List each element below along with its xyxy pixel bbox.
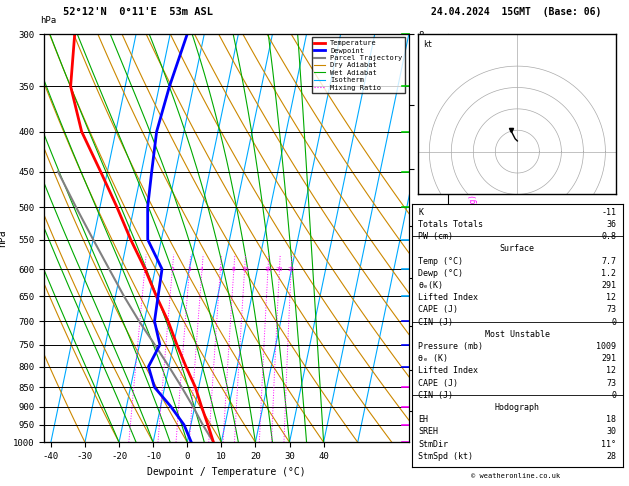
Text: CAPE (J): CAPE (J) [418, 379, 459, 388]
Text: 291: 291 [601, 281, 616, 290]
Text: 11°: 11° [601, 440, 616, 449]
Text: 4: 4 [200, 266, 204, 272]
Text: 2: 2 [170, 266, 174, 272]
Text: 0: 0 [611, 318, 616, 327]
Text: StmDir: StmDir [418, 440, 448, 449]
Text: 12: 12 [606, 366, 616, 376]
Text: CIN (J): CIN (J) [418, 391, 454, 400]
Text: Most Unstable: Most Unstable [485, 330, 550, 339]
Text: 73: 73 [606, 379, 616, 388]
Text: CAPE (J): CAPE (J) [418, 305, 459, 314]
Text: 291: 291 [601, 354, 616, 363]
Legend: Temperature, Dewpoint, Parcel Trajectory, Dry Adiabat, Wet Adiabat, Isotherm, Mi: Temperature, Dewpoint, Parcel Trajectory… [311, 37, 405, 93]
Text: Lifted Index: Lifted Index [418, 293, 478, 302]
Text: K: K [418, 208, 423, 217]
Text: θₑ (K): θₑ (K) [418, 354, 448, 363]
Text: 16: 16 [264, 266, 272, 272]
Text: hPa: hPa [41, 16, 57, 25]
Text: LCL: LCL [416, 407, 430, 416]
Text: Hodograph: Hodograph [495, 403, 540, 412]
Text: 0.8: 0.8 [601, 232, 616, 241]
X-axis label: Dewpoint / Temperature (°C): Dewpoint / Temperature (°C) [147, 467, 306, 477]
Text: kt: kt [423, 40, 432, 49]
Text: Pressure (mb): Pressure (mb) [418, 342, 483, 351]
Text: CIN (J): CIN (J) [418, 318, 454, 327]
Y-axis label: Mixing Ratio (g/kg): Mixing Ratio (g/kg) [469, 194, 477, 282]
Text: -11: -11 [601, 208, 616, 217]
Text: 24.04.2024  15GMT  (Base: 06): 24.04.2024 15GMT (Base: 06) [431, 7, 601, 17]
Y-axis label: hPa: hPa [0, 229, 8, 247]
Text: 36: 36 [606, 220, 616, 229]
Text: Totals Totals: Totals Totals [418, 220, 483, 229]
Text: Temp (°C): Temp (°C) [418, 257, 464, 266]
Text: 12: 12 [606, 293, 616, 302]
Text: 52°12'N  0°11'E  53m ASL: 52°12'N 0°11'E 53m ASL [64, 7, 213, 17]
Text: EH: EH [418, 416, 428, 424]
Text: 10: 10 [241, 266, 248, 272]
Text: 6: 6 [218, 266, 222, 272]
Text: Dewp (°C): Dewp (°C) [418, 269, 464, 278]
Text: 3: 3 [187, 266, 191, 272]
Text: 30: 30 [606, 428, 616, 436]
Text: 7.7: 7.7 [601, 257, 616, 266]
Text: 1.2: 1.2 [601, 269, 616, 278]
Text: 1009: 1009 [596, 342, 616, 351]
Text: SREH: SREH [418, 428, 438, 436]
Text: 8: 8 [232, 266, 236, 272]
Text: StmSpd (kt): StmSpd (kt) [418, 452, 473, 461]
Text: 1: 1 [143, 266, 147, 272]
Text: 18: 18 [606, 416, 616, 424]
Text: 0: 0 [611, 391, 616, 400]
Text: 20: 20 [276, 266, 283, 272]
Text: 28: 28 [606, 452, 616, 461]
Y-axis label: km
ASL: km ASL [425, 229, 447, 247]
Text: Lifted Index: Lifted Index [418, 366, 478, 376]
Text: θₑ(K): θₑ(K) [418, 281, 443, 290]
Text: Surface: Surface [500, 244, 535, 253]
Text: © weatheronline.co.uk: © weatheronline.co.uk [471, 473, 560, 479]
Text: PW (cm): PW (cm) [418, 232, 454, 241]
Text: 25: 25 [287, 266, 295, 272]
Text: 73: 73 [606, 305, 616, 314]
